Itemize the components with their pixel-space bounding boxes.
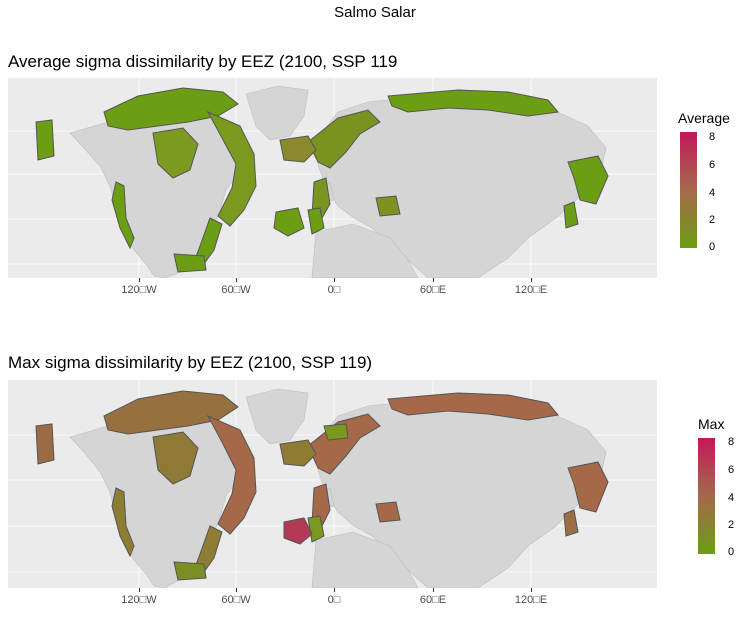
landmass <box>69 85 607 278</box>
colorbar-average <box>680 132 697 248</box>
x-tick-label: 120□W <box>121 284 157 296</box>
x-tick-label: 60□W <box>221 594 251 606</box>
eez-polygons <box>35 87 609 273</box>
legend-title-max: Max <box>698 416 725 432</box>
legend-tick: 8 <box>709 131 716 143</box>
panel-title-max: Max sigma dissimilarity by EEZ (2100, SS… <box>8 353 373 372</box>
map-average <box>8 78 657 278</box>
legend-tick: 4 <box>728 492 735 504</box>
legend-tick: 6 <box>728 464 735 476</box>
eez-polygons <box>35 390 609 581</box>
map-panel-average <box>8 78 657 278</box>
legend-tick: 2 <box>709 214 716 226</box>
x-tick-label: 60□W <box>221 284 251 296</box>
legend-tick: 6 <box>709 159 716 171</box>
legend-tick: 8 <box>728 436 735 448</box>
x-tick-label: 0□ <box>327 284 341 296</box>
legend-tick: 0 <box>709 241 716 253</box>
landmass <box>69 388 607 588</box>
x-tick-label: 120□E <box>514 284 548 296</box>
x-tick-label: 120□E <box>514 594 548 606</box>
legend-tick: 0 <box>728 546 735 558</box>
legend-title-average: Average <box>678 110 730 126</box>
legend-tick: 2 <box>728 519 735 531</box>
colorbar-max <box>698 438 715 554</box>
x-tick-label: 120□W <box>121 594 157 606</box>
figure-title: Salmo Salar <box>334 4 416 21</box>
legend-tick: 4 <box>709 187 716 199</box>
x-tick-label: 60□E <box>419 594 447 606</box>
map-panel-max <box>8 380 657 588</box>
x-tick-label: 0□ <box>327 594 341 606</box>
panel-title-average: Average sigma dissimilarity by EEZ (2100… <box>8 52 398 71</box>
x-tick-label: 60□E <box>419 284 447 296</box>
map-max <box>8 380 657 588</box>
